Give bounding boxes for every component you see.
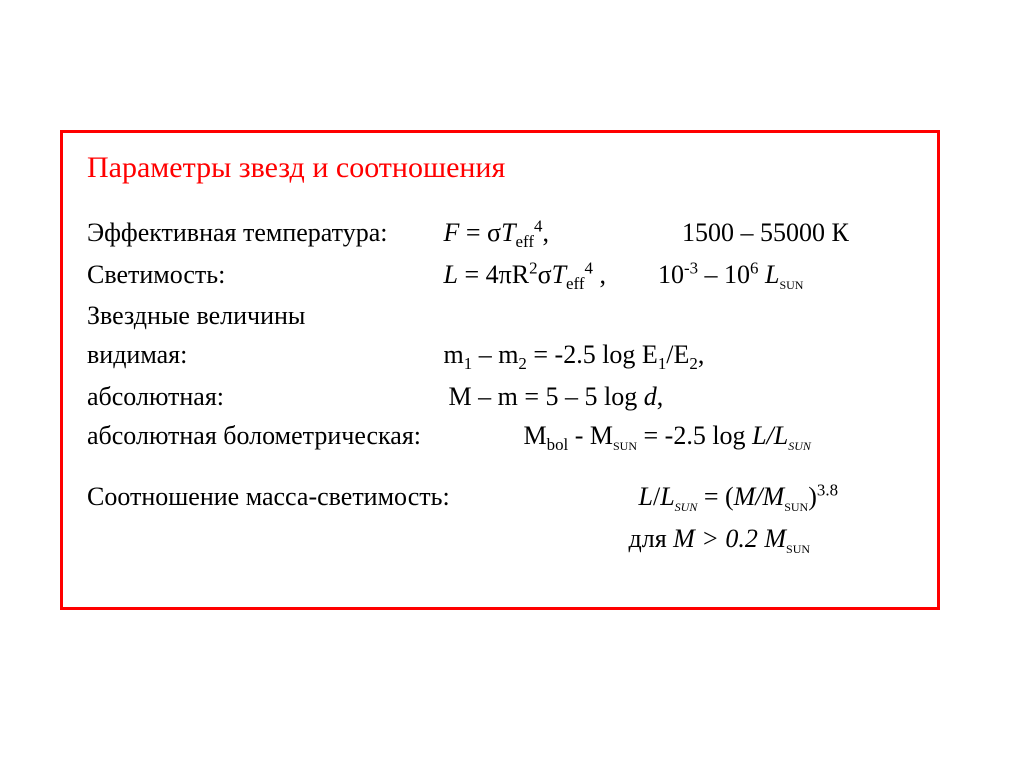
row-mass-luminosity: Соотношение масса-светимость: L/Lsun = (… — [87, 477, 913, 519]
formula-luminosity: L = 4πR2σTeff4 , 10-3 – 106 Lsun — [444, 260, 804, 289]
label-bolometric: абсолютная болометрическая: — [87, 416, 517, 455]
label-apparent: видимая: — [87, 335, 437, 374]
row-luminosity: Светимость: L = 4πR2σTeff4 , 10-3 – 106 … — [87, 255, 913, 297]
label-eff-temp: Эффективная температура: — [87, 213, 437, 252]
label-absolute: абсолютная: — [87, 377, 442, 416]
slide: Параметры звезд и соотношения Эффективна… — [0, 0, 1024, 768]
row-bolometric: абсолютная болометрическая: Mbol - Msun … — [87, 416, 913, 458]
formula-mass-lum: L/Lsun = (M/Msun)3.8 — [639, 482, 839, 511]
formula-absolute: M – m = 5 – 5 log d, — [449, 382, 664, 411]
label-luminosity: Светимость: — [87, 255, 437, 294]
row-effective-temperature: Эффективная температура: F = σTeff4, 150… — [87, 213, 913, 255]
formula-bolometric: Mbol - Msun = -2.5 log L/Lsun — [524, 421, 811, 450]
slide-title: Параметры звезд и соотношения — [87, 151, 913, 185]
row-apparent: видимая: m1 – m2 = -2.5 log E1/E2, — [87, 335, 913, 377]
row-absolute: абсолютная: M – m = 5 – 5 log d, — [87, 377, 913, 416]
row-condition: для M > 0.2 Msun — [87, 519, 913, 561]
formula-apparent: m1 – m2 = -2.5 log E1/E2, — [444, 340, 705, 369]
formula-condition: для M > 0.2 Msun — [629, 524, 811, 553]
formula-eff-temp: F = σTeff4, — [444, 218, 549, 247]
content-box: Параметры звезд и соотношения Эффективна… — [60, 130, 940, 610]
label-mass-lum: Соотношение масса-светимость: — [87, 477, 632, 516]
row-magnitudes-header: Звездные величины — [87, 296, 913, 335]
range-eff-temp: 1500 – 55000 К — [682, 218, 849, 247]
